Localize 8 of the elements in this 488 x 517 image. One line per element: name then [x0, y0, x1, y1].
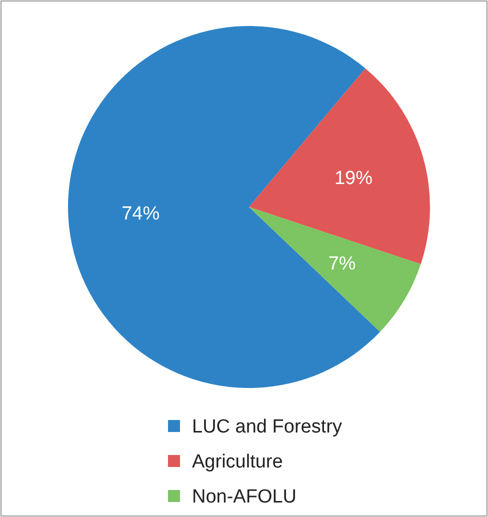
legend-label: Agriculture	[192, 452, 283, 473]
pie-slice	[249, 207, 421, 332]
pie-slice	[68, 26, 380, 388]
data-label: 7%	[328, 254, 356, 275]
legend-label: Non-AFOLU	[192, 486, 297, 508]
legend-label: LUC and Forestry	[192, 416, 342, 438]
data-label: 74%	[122, 204, 160, 225]
data-label: 19%	[334, 168, 373, 190]
